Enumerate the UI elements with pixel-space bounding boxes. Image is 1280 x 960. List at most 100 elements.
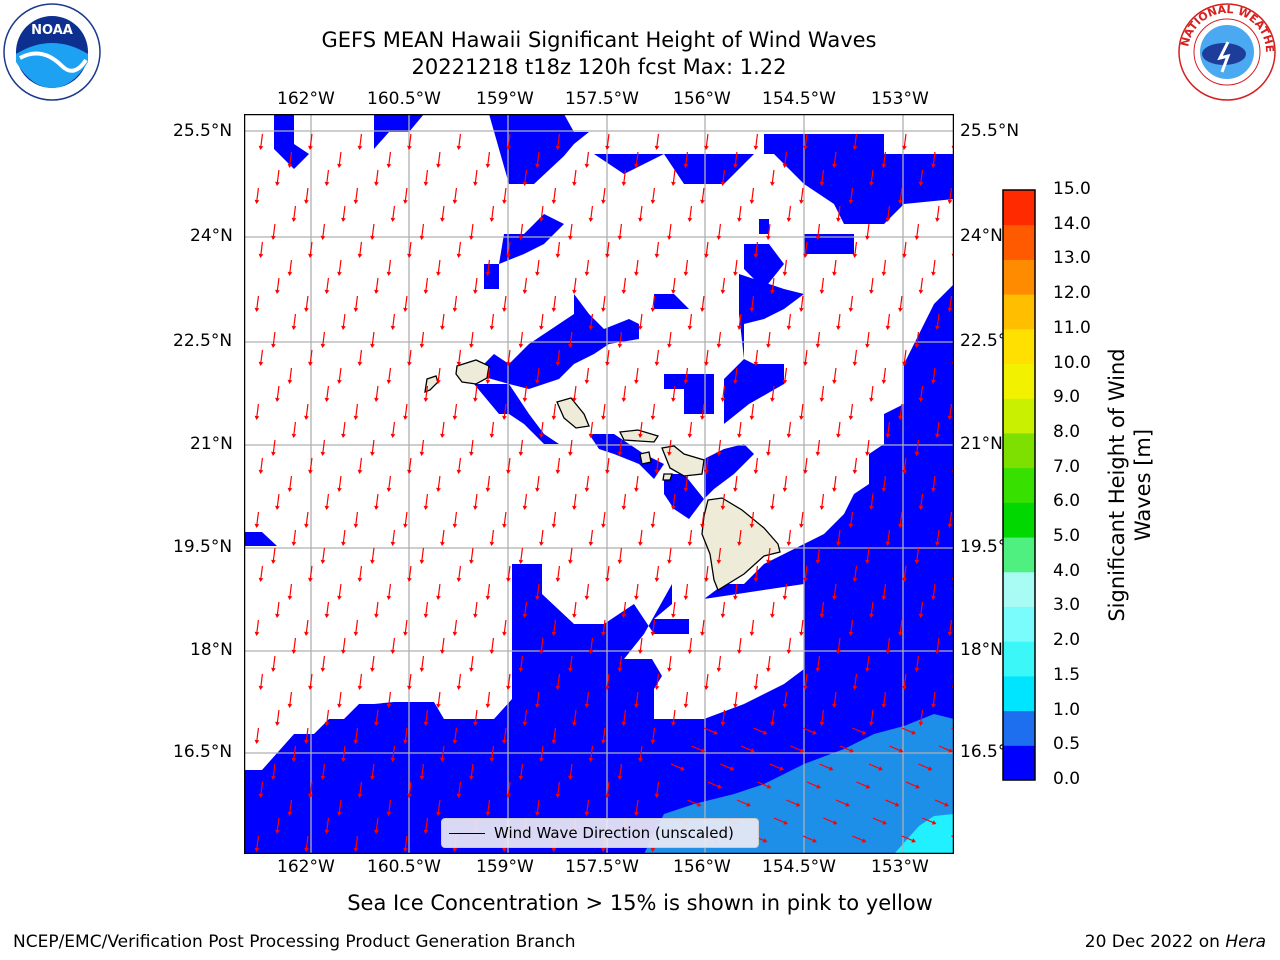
lon-label-top: 156°W: [673, 89, 731, 109]
wave-direction-arrow: [507, 781, 511, 796]
wave-direction-arrow: [569, 331, 573, 346]
wave-direction-arrowhead: [353, 739, 359, 744]
wave-direction-arrow: [309, 349, 313, 364]
wave-direction-arrowhead: [700, 631, 705, 636]
wave-direction-arrowhead: [419, 667, 425, 672]
wave-direction-arrowhead: [753, 577, 759, 582]
wave-direction-arrow: [755, 457, 759, 472]
wave-direction-arrowhead: [667, 235, 672, 240]
wave-direction-arrow: [903, 133, 907, 148]
wave-direction-arrow: [883, 259, 887, 274]
wave-direction-arrow: [293, 421, 297, 436]
wave-direction-arrowhead: [353, 523, 359, 528]
wave-direction-arrowhead: [419, 451, 425, 456]
wave-direction-arrowhead: [935, 649, 940, 654]
wave-direction-arrow: [276, 277, 280, 292]
wave-direction-arrow: [437, 583, 441, 598]
wave-direction-arrowhead: [869, 721, 874, 726]
wave-direction-arrowhead: [749, 199, 755, 204]
wave-direction-arrow: [293, 529, 297, 544]
wave-direction-arrowhead: [419, 343, 425, 348]
colorbar-tick-label: 5.0: [1053, 526, 1081, 547]
wave-direction-arrow: [355, 295, 359, 310]
wave-direction-arrow: [590, 637, 594, 652]
wave-direction-arrow: [705, 133, 709, 148]
wave-direction-arrow: [276, 709, 280, 724]
wave-direction-arrow: [586, 367, 590, 382]
wave-direction-arrow: [823, 817, 836, 824]
wave-direction-arrow: [606, 565, 610, 580]
wave-direction-arrowhead: [601, 847, 606, 852]
lat-label-left: 25.5°N: [173, 121, 233, 141]
colorbar-tick-label: 0.5: [1053, 734, 1081, 755]
legend-line-icon: [449, 832, 485, 834]
wave-direction-arrow: [932, 259, 936, 274]
wave-direction-arrow: [326, 817, 330, 832]
wave-direction-arrow: [293, 745, 297, 760]
wave-direction-arrow: [623, 709, 627, 724]
wave-direction-arrow: [784, 367, 788, 382]
wave-direction-arrowhead: [770, 181, 775, 186]
wave-direction-arrowhead: [456, 253, 462, 258]
wave-direction-arrowhead: [568, 451, 573, 456]
lat-label-left: 22.5°N: [173, 331, 233, 351]
wave-direction-arrowhead: [489, 433, 495, 438]
wave-direction-arrow: [854, 349, 858, 364]
wave-direction-arrow: [722, 277, 726, 292]
wave-direction-arrowhead: [353, 415, 359, 420]
wave-direction-arrow: [441, 205, 445, 220]
wave-direction-arrow: [359, 241, 363, 256]
wave-direction-arrowhead: [601, 415, 606, 420]
wave-direction-arrow: [635, 583, 639, 598]
wave-direction-arrowhead: [440, 433, 445, 438]
wave-direction-arrowhead: [605, 685, 610, 690]
wave-direction-arrow: [289, 475, 293, 490]
wave-direction-arrow: [771, 277, 775, 292]
wave-direction-arrowhead: [518, 559, 524, 564]
colorbar-segment: [1003, 432, 1035, 469]
wave-direction-arrowhead: [539, 325, 544, 330]
wave-direction-arrow: [569, 547, 573, 562]
wave-direction-arrowhead: [337, 163, 342, 168]
wave-direction-arrow: [788, 205, 792, 220]
wave-direction-arrowhead: [753, 469, 759, 474]
wave-direction-arrowhead: [539, 757, 544, 762]
wave-patch: [654, 294, 689, 309]
colorbar-segment: [1003, 294, 1035, 330]
wave-direction-arrow: [470, 655, 474, 670]
wave-direction-arrow: [458, 133, 462, 148]
wave-direction-arrow: [458, 673, 462, 688]
wave-direction-arrowhead: [812, 838, 817, 843]
wave-direction-arrow: [425, 277, 429, 292]
wave-direction-arrow: [256, 295, 260, 310]
wave-direction-arrowhead: [506, 253, 511, 258]
wave-direction-arrow: [437, 259, 441, 274]
wave-direction-arrow: [734, 367, 738, 382]
wave-direction-arrowhead: [271, 343, 276, 348]
wave-direction-arrowhead: [861, 730, 867, 735]
wave-direction-arrowhead: [881, 595, 887, 600]
wave-direction-arrowhead: [716, 559, 722, 564]
wave-direction-arrowhead: [304, 739, 309, 744]
wave-direction-arrow: [936, 205, 940, 220]
colorbar-tick-label: 8.0: [1053, 421, 1081, 442]
wave-direction-arrow: [767, 223, 771, 238]
lat-label-right: 21°N: [960, 434, 1003, 454]
wave-direction-arrowhead: [320, 235, 326, 240]
wave-direction-arrow: [491, 529, 495, 544]
wave-direction-arrowhead: [816, 784, 821, 789]
wave-direction-arrow: [718, 223, 722, 238]
wave-direction-arrowhead: [568, 775, 573, 780]
wave-direction-arrowhead: [713, 730, 718, 735]
wave-direction-arrow: [553, 511, 557, 526]
wave-direction-arrow: [540, 421, 544, 436]
wave-direction-arrow: [771, 709, 775, 724]
wave-direction-arrow: [866, 547, 870, 562]
wave-direction-arrowhead: [927, 766, 933, 771]
wave-region-south: [244, 454, 954, 854]
wave-direction-arrow: [458, 565, 462, 580]
wave-direction-arrowhead: [803, 361, 808, 366]
wave-direction-arrowhead: [551, 523, 557, 528]
wave-direction-arrowhead: [683, 487, 689, 492]
wave-direction-arrowhead: [584, 379, 590, 384]
